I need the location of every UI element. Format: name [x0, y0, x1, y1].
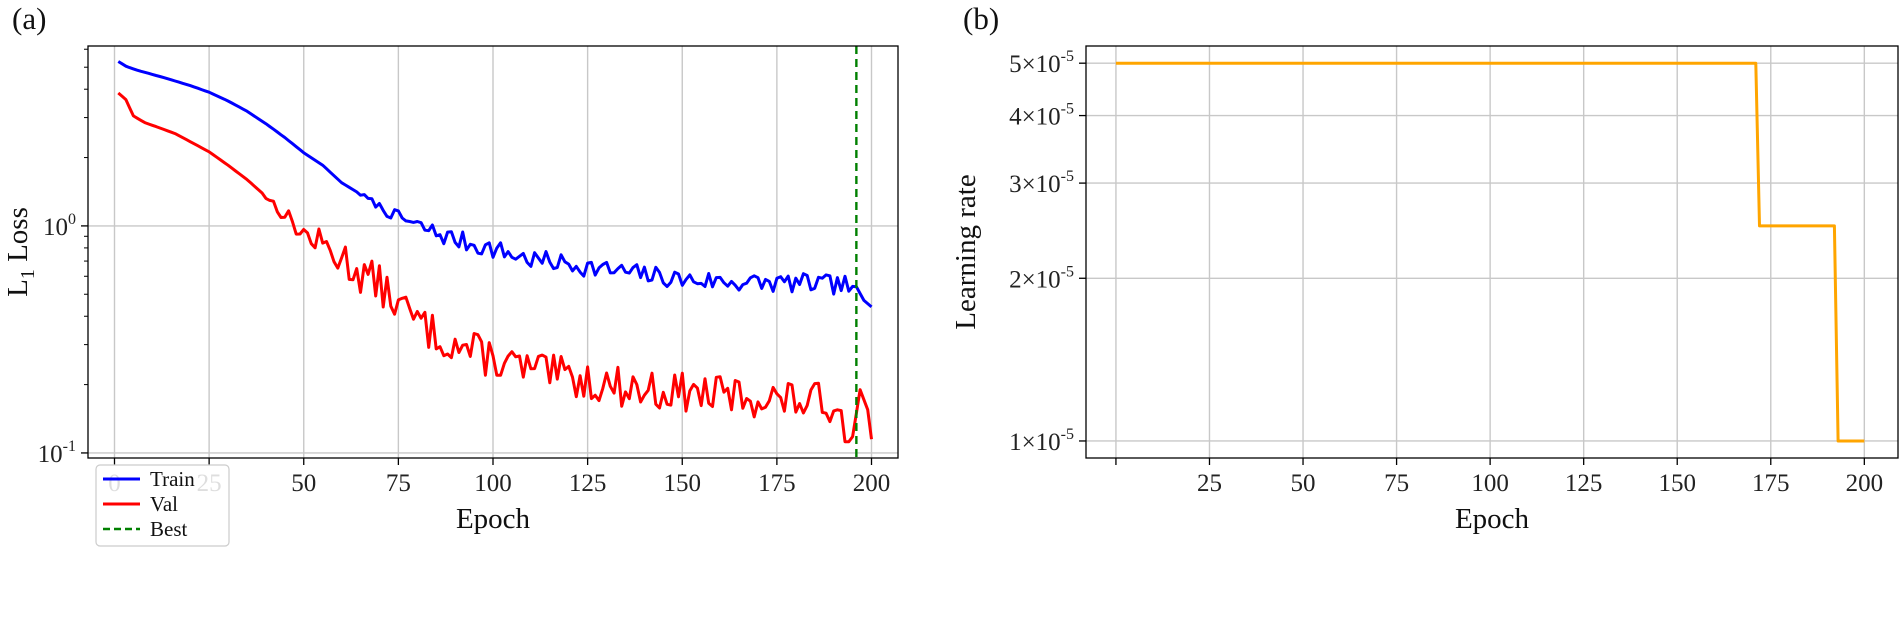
x-tick-label: 150	[664, 470, 702, 497]
y-tick-base: 10	[1036, 266, 1061, 293]
y-tick-label: 100	[43, 211, 76, 241]
y-tick-exponent: -5	[1061, 426, 1074, 443]
x-tick-label: 25	[1197, 470, 1222, 497]
y-axis-label-main: Learning rate	[950, 174, 982, 329]
y-tick-label: 1×10-5	[1009, 426, 1074, 456]
y-tick-base: 10	[38, 441, 63, 468]
y-axis-label: Learning rate	[950, 174, 982, 329]
plot-frame	[87, 45, 899, 459]
y-tick-mantissa: 2	[1009, 266, 1022, 293]
y-tick-exponent: 0	[68, 211, 76, 228]
y-tick-exponent: -5	[1061, 263, 1074, 280]
x-axis-label: Epoch	[1455, 503, 1530, 535]
y-tick-times: ×	[1022, 51, 1036, 78]
panel-label: (a)	[12, 1, 46, 36]
y-axis-label-subscript: 1	[17, 269, 39, 279]
x-tick-label: 75	[386, 470, 411, 497]
series-line-val	[117, 91, 873, 444]
y-tick-label: 3×10-5	[1009, 168, 1074, 198]
x-tick-label: 150	[1658, 470, 1696, 497]
y-tick-mantissa: 3	[1009, 171, 1022, 198]
y-tick-mantissa: 4	[1009, 104, 1022, 131]
plot-frame	[1085, 45, 1899, 459]
y-tick-exponent: -1	[63, 438, 76, 455]
y-axis-label-rest: Loss	[2, 207, 34, 269]
x-tick-label: 125	[569, 470, 607, 497]
y-tick-label: 5×10-5	[1009, 48, 1074, 78]
learning-rate-chart: (b)25 50 75 100 125 150 175 2005×10-54×10-53×10…	[950, 1, 1899, 535]
x-tick-label: 175	[1752, 470, 1790, 497]
panel-label: (b)	[963, 1, 999, 36]
y-tick-base: 10	[43, 214, 68, 241]
x-axis-label: Epoch	[456, 503, 531, 535]
series-line-learning-rate	[1115, 61, 1865, 443]
y-tick-times: ×	[1022, 266, 1036, 293]
x-tick-label: 200	[853, 470, 891, 497]
y-tick-mantissa: 5	[1009, 51, 1022, 78]
x-tick-label: 50	[291, 470, 316, 497]
y-tick-base: 10	[1036, 171, 1061, 198]
y-tick-label: 4×10-5	[1009, 101, 1074, 131]
series-line-train	[117, 60, 873, 309]
y-tick-label: 10-1	[38, 438, 76, 468]
y-tick-exponent: -5	[1061, 168, 1074, 185]
y-tick-base: 10	[1036, 104, 1061, 131]
x-tick-label: 100	[1471, 470, 1509, 497]
y-axis-label-main: L	[2, 279, 34, 297]
x-tick-label: 100	[474, 470, 512, 497]
y-tick-mantissa: 1	[1009, 429, 1022, 456]
y-tick-times: ×	[1022, 429, 1036, 456]
x-tick-label: 200	[1846, 470, 1884, 497]
legend-box	[95, 464, 230, 547]
legend-label-best: Best	[150, 517, 188, 541]
y-tick-times: ×	[1022, 104, 1036, 131]
y-axis-label: L1 Loss	[2, 207, 39, 297]
y-tick-times: ×	[1022, 171, 1036, 198]
legend-label-val: Val	[150, 492, 178, 516]
x-tick-label: 50	[1291, 470, 1316, 497]
legend-label-train: Train	[150, 467, 195, 491]
x-tick-label: 75	[1384, 470, 1409, 497]
y-tick-base: 10	[1036, 429, 1061, 456]
y-tick-exponent: -5	[1061, 101, 1074, 118]
y-tick-base: 10	[1036, 51, 1061, 78]
x-tick-label: 125	[1565, 470, 1603, 497]
y-tick-exponent: -5	[1061, 48, 1074, 65]
x-tick-label: 175	[758, 470, 796, 497]
loss-chart: (a)025507510012515017520010010-1EpochL1 …	[2, 1, 899, 547]
y-tick-label: 2×10-5	[1009, 263, 1074, 293]
